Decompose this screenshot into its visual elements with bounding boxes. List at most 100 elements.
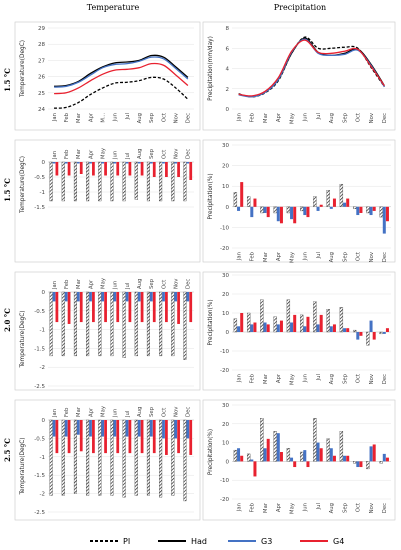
legend-label-pi: PI [123, 537, 130, 546]
x-tick-label: Nov [174, 149, 180, 159]
y-tick-label: 4 [226, 67, 230, 73]
x-tick-label: Sep [149, 278, 155, 289]
bar-had [134, 419, 138, 496]
bar-had [73, 161, 77, 202]
y-axis-label: Temperature(DegC) [20, 437, 26, 495]
bar-had [86, 161, 90, 202]
y-tick-label: -10 [220, 225, 229, 231]
y-tick-label: -2.5 [34, 510, 45, 516]
bar-g3 [250, 459, 254, 462]
bar-g4 [189, 420, 193, 455]
bar-g4 [279, 452, 283, 462]
bar-g4 [152, 420, 156, 454]
y-tick-label: -1.5 [34, 473, 45, 479]
y-tick-label: 6 [226, 46, 230, 52]
bar-had [299, 314, 304, 333]
bar-g4 [67, 292, 71, 324]
x-tick-label: Mar [263, 112, 269, 123]
y-tick-label: 30 [222, 273, 229, 279]
bar-had [286, 206, 291, 214]
bar-had [122, 291, 126, 358]
bar-g3 [113, 162, 117, 164]
bar-g3 [356, 461, 360, 468]
bar-g4 [104, 162, 107, 176]
bar-g4 [359, 332, 363, 336]
bar-g4 [359, 206, 363, 213]
x-tick-label: Mar [263, 373, 269, 384]
bar-g3 [316, 206, 320, 211]
bar-g4 [346, 455, 350, 462]
bar-g3 [89, 292, 92, 302]
bar-had [326, 190, 330, 207]
x-tick-label: Dec [186, 113, 192, 123]
bar-had [86, 291, 90, 357]
bar-g4 [372, 206, 376, 211]
x-tick-label: Apr [276, 502, 282, 512]
x-tick-label: Feb [64, 149, 70, 159]
x-tick-label: Sep [342, 502, 348, 513]
bar-had [122, 419, 126, 498]
bar-g3 [101, 162, 105, 164]
bar-had [98, 419, 102, 496]
bar-g4 [165, 162, 168, 177]
x-tick-label: Apr [88, 149, 94, 159]
bar-g3 [186, 420, 190, 439]
bar-g4 [253, 461, 257, 477]
y-tick-label: -0.5 [34, 436, 45, 442]
bar-had [98, 291, 102, 357]
x-tick-label: Mar [76, 406, 82, 417]
x-tick-label: Jan [52, 151, 58, 160]
bar-g3 [316, 324, 320, 332]
x-tick-label: Apr [276, 251, 282, 261]
x-tick-label: Feb [250, 502, 256, 512]
bar-g4 [92, 292, 95, 323]
bar-g4 [306, 461, 310, 468]
bar-had [273, 316, 277, 333]
bar-g4 [359, 461, 363, 468]
bar-g3 [125, 292, 129, 302]
chart-temp-2.0: 0 -0.5 -1 -1.5 -2 -2.5 Temperature(DegC) Jan Feb… [14, 271, 201, 391]
bar-had [246, 312, 251, 333]
x-tick-label: Dec [382, 113, 388, 123]
x-tick-label: Dec [382, 503, 388, 513]
x-tick-label: Jul [125, 283, 131, 290]
bar-had [73, 419, 77, 494]
y-tick-label: 2 [226, 87, 230, 93]
chart-frame [202, 139, 396, 263]
bar-g4 [128, 420, 132, 454]
x-tick-label: Feb [250, 373, 256, 383]
bar-had [366, 331, 370, 346]
bar-had [313, 196, 317, 207]
x-tick-label: Mar [263, 251, 269, 262]
row-label-1: 1.5 °C [3, 68, 12, 92]
x-tick-label: Apr [88, 112, 94, 122]
bar-had [146, 161, 150, 202]
bar-g3 [137, 420, 141, 437]
chart-frame [202, 399, 396, 521]
bar-g3 [263, 206, 267, 213]
bar-had [73, 291, 77, 357]
x-tick-label: Dec [186, 279, 192, 289]
x-tick-label: Aug [137, 113, 143, 123]
chart-prec-2.0: -20 -10 0 10 20 30 Precipitation(%) Jan Feb Mar Ap… [202, 271, 396, 391]
bar-g3 [343, 455, 347, 462]
bar-had [260, 299, 264, 333]
x-tick-label: Apr [276, 373, 282, 383]
bar-g3 [382, 332, 386, 334]
chart-temp-1.5: 0 -0.5 -1 -1.5 Temperature(DegC) Jan Feb Mar Apr… [14, 139, 201, 263]
x-tick-label: Nov [174, 279, 180, 289]
bar-g4 [116, 420, 120, 454]
x-tick-label: Oct [356, 374, 362, 383]
bar-g4 [104, 420, 107, 454]
bar-g3 [76, 162, 80, 164]
bar-had [86, 419, 90, 496]
bar-g3 [125, 420, 129, 437]
y-tick-label: 24 [38, 107, 45, 113]
x-tick-label: Sep [149, 406, 155, 417]
bar-g3 [113, 292, 117, 302]
y-tick-label: -2 [40, 492, 45, 498]
bar-g3 [290, 457, 294, 462]
series-line-g4 [54, 62, 189, 95]
x-tick-label: Oct [161, 150, 167, 159]
bar-g3 [64, 420, 68, 437]
